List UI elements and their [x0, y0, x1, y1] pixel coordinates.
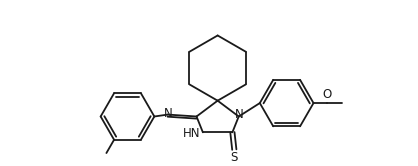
Text: S: S: [231, 152, 238, 165]
Text: N: N: [235, 108, 244, 121]
Text: N: N: [164, 107, 173, 120]
Text: HN: HN: [183, 127, 200, 140]
Text: O: O: [322, 88, 331, 101]
